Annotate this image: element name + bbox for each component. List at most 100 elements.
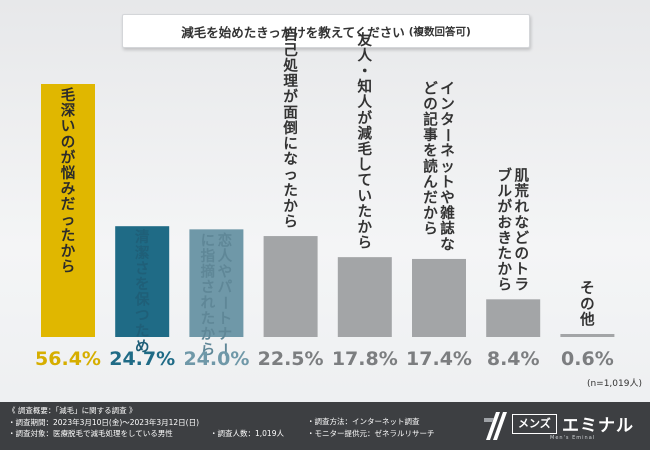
svg-text:毛: 毛 [61,86,76,104]
svg-text:潔: 潔 [135,244,150,262]
svg-text:た: た [497,246,512,263]
svg-text:の: の [61,135,76,151]
bar-3 [189,229,244,337]
svg-text:荒: 荒 [514,182,529,200]
svg-text:ル: ル [497,184,512,200]
value-label-5: 17.8% [332,348,398,370]
bar-2 [115,226,170,337]
svg-text:ト: ト [218,311,233,327]
svg-text:・: ・ [358,64,373,80]
svg-text:な: な [440,236,455,253]
value-label-6: 17.4% [406,348,472,370]
svg-text:の: の [514,247,529,263]
svg-text:を: を [135,276,150,293]
svg-text:い: い [358,189,373,205]
svg-text:そ: そ [580,281,595,297]
svg-text:か: か [283,198,298,215]
svg-text:か: か [497,261,512,278]
svg-text:己: 己 [283,42,298,59]
svg-text:ナ: ナ [218,326,233,343]
svg-text:ブ: ブ [497,167,512,185]
svg-text:深: 深 [61,102,76,120]
svg-text:理: 理 [283,73,298,90]
svg-text:お: お [497,214,512,231]
svg-text:ど: ど [514,230,529,247]
svg-text:た: た [61,227,76,244]
svg-text:面: 面 [283,104,298,121]
svg-text:ら: ら [283,213,298,230]
svg-text:さ: さ [135,260,150,277]
svg-text:や: や [440,190,455,207]
svg-text:れ: れ [514,199,529,216]
svg-text:読: 読 [423,157,438,175]
svg-text:れ: れ [201,295,216,312]
value-label-4: 22.5% [258,348,324,370]
svg-text:い: い [61,119,76,135]
bar-4 [263,236,318,337]
svg-text:ー: ー [439,128,455,143]
svg-text:つ: つ [135,308,150,324]
svg-text:記: 記 [423,111,438,129]
svg-text:処: 処 [283,56,298,74]
value-label-2: 24.7% [109,348,175,370]
svg-text:き: き [497,230,512,247]
svg-text:指: 指 [201,247,216,265]
svg-text:に: に [283,136,298,152]
svg-text:人: 人 [358,47,373,64]
value-label-1: 56.4% [35,348,101,370]
survey-overview-line: 《 調査概要：「減毛」に関する調査 》 [8,406,137,415]
svg-text:誌: 誌 [440,220,455,238]
logo-big-text: エミナル [562,416,634,436]
svg-text:か: か [358,219,373,236]
svg-text:人: 人 [358,94,373,111]
svg-text:ネ: ネ [440,143,455,160]
svg-text:し: し [358,157,373,174]
survey-details-left: 《 調査概要：「減毛」に関する調査 》 ・調査期間：2023年3月10日(金)～… [8,405,199,440]
logo-mark-icon [484,412,507,440]
svg-text:雑: 雑 [439,204,455,222]
svg-text:ら: ら [201,342,216,359]
survey-provider-line: ・モニター提供元：ゼネラルリサーチ [307,429,435,438]
brand-logo: メンズ エミナル Men's Eminal [484,410,642,442]
sample-size-note: (n=1,019人) [587,378,642,389]
survey-target-line: ・調査対象：医療脱毛で減毛処理をしている男性 [8,429,173,438]
svg-text:が: が [61,148,76,166]
svg-text:ら: ら [61,259,76,276]
svg-text:友: 友 [358,31,373,49]
svg-text:た: た [358,203,373,220]
svg-text:て: て [358,173,373,189]
svg-text:イ: イ [440,81,455,97]
svg-text:恋: 恋 [218,231,233,249]
svg-text:に: に [201,233,216,249]
svg-text:毛: 毛 [358,140,373,158]
survey-method-line: ・調査方法：インターネット調査 [307,417,420,426]
svg-text:倒: 倒 [282,119,298,137]
bar-chart: 毛深いのが悩みだったから56.4%清潔さを保つため24.7%恋人やパートナーに指… [35,25,642,389]
svg-text:の: の [423,97,438,113]
svg-text:か: か [423,205,438,222]
svg-text:た: た [201,310,216,327]
svg-text:ら: ら [423,221,438,238]
survey-footer: 《 調査概要：「減毛」に関する調査 》 ・調査期間：2023年3月10日(金)～… [0,402,650,450]
svg-text:ー: ー [216,342,232,357]
svg-text:み: み [61,182,76,198]
svg-text:や: や [218,264,233,281]
svg-text:肌: 肌 [514,168,529,185]
svg-text:を: を [423,143,438,160]
svg-text:ら: ら [497,277,512,294]
chart-title-suffix: (複数回答可) [408,25,471,38]
svg-text:か: か [61,243,76,260]
svg-text:だ: だ [423,190,438,207]
svg-text:っ: っ [283,168,298,184]
svg-text:減: 減 [358,125,373,142]
svg-text:さ: さ [201,279,216,296]
bar-5 [337,257,392,337]
svg-text:ト: ト [514,262,529,278]
svg-text:パ: パ [218,279,233,296]
category-label-8: その他 [579,281,595,328]
svg-text:ン: ン [440,97,455,113]
svg-text:自: 自 [283,25,298,43]
svg-text:め: め [135,338,150,355]
svg-text:悩: 悩 [61,164,76,182]
